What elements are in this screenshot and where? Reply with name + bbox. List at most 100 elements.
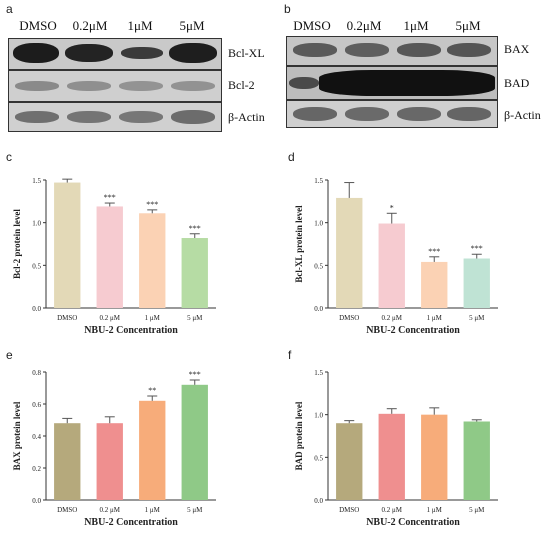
band-label-bad: BAD — [504, 76, 530, 90]
y-tick-label: 1.5 — [32, 177, 41, 185]
bar — [463, 258, 490, 308]
lane-label-0-2um: 0.2μM — [346, 18, 382, 33]
panel-letter-b: b — [284, 2, 291, 16]
significance-label: *** — [428, 247, 440, 256]
chart-bcl-2: 0.0 0.5 1.0 1.5 Bcl-2 protein level DMSO *** 0.… — [12, 177, 216, 336]
lane-label-5um: 5μM — [455, 18, 481, 33]
band — [293, 107, 337, 121]
x-tick-label: 5 μM — [187, 506, 203, 514]
y-axis-label: BAX protein level — [12, 401, 22, 470]
band — [345, 43, 389, 57]
bar — [378, 413, 405, 500]
band — [293, 43, 337, 57]
band — [67, 81, 111, 91]
x-axis-label: NBU-2 Concentration — [84, 517, 178, 528]
bar — [336, 197, 363, 308]
y-tick-label: 1.0 — [314, 220, 323, 228]
band — [171, 81, 215, 91]
lane-label-dmso: DMSO — [293, 18, 331, 33]
y-tick-label: 0.5 — [314, 262, 323, 270]
blot-strip-bax — [286, 36, 498, 66]
y-axis-label: BAD protein level — [294, 401, 304, 470]
y-tick-label: 1.5 — [314, 177, 323, 185]
band — [15, 81, 59, 91]
blot-strip-bad — [286, 66, 498, 100]
band-label-bcl-2: Bcl-2 — [228, 78, 255, 92]
bar — [181, 384, 208, 500]
band — [447, 107, 491, 121]
panel-letter-e: e — [6, 348, 13, 362]
y-tick-label: 0.0 — [32, 305, 41, 313]
x-tick-label: DMSO — [339, 314, 359, 322]
x-tick-label: 0.2 μM — [100, 314, 121, 322]
y-tick-label: 0.5 — [32, 262, 41, 270]
lane-label-1um: 1μM — [127, 18, 153, 33]
bar — [336, 423, 363, 500]
band — [169, 43, 217, 63]
y-tick-label: 0.0 — [314, 497, 323, 505]
band — [67, 111, 111, 123]
bar — [96, 423, 123, 500]
x-tick-label: 1 μM — [427, 314, 443, 322]
bar — [54, 423, 81, 500]
panel-letter-c: c — [6, 150, 12, 164]
panel-letter-f: f — [288, 348, 292, 362]
x-tick-label: DMSO — [339, 506, 359, 514]
band-label-beta-actin-b: β-Actin — [504, 108, 541, 122]
x-tick-label: 1 μM — [145, 506, 161, 514]
y-axis-label: Bcl-XL protein level — [294, 205, 304, 283]
y-tick-label: 1.0 — [314, 412, 323, 420]
bar — [54, 182, 81, 308]
x-tick-label: DMSO — [57, 506, 77, 514]
y-tick-label: 0.0 — [32, 497, 41, 505]
band — [119, 111, 163, 123]
x-tick-label: DMSO — [57, 314, 77, 322]
significance-label: * — [390, 203, 394, 212]
y-tick-label: 0.4 — [32, 433, 41, 441]
chart-bcl-xl: 0.0 0.5 1.0 1.5 Bcl-XL protein level DMSO * 0.2… — [294, 177, 498, 336]
band — [171, 110, 215, 124]
bar — [421, 414, 448, 500]
bar — [139, 400, 166, 500]
lane-label-1um: 1μM — [403, 18, 429, 33]
x-tick-label: 5 μM — [469, 506, 485, 514]
lane-label-0-2um: 0.2μM — [72, 18, 108, 33]
bar — [463, 421, 490, 500]
x-tick-label: 5 μM — [469, 314, 485, 322]
significance-label: *** — [189, 370, 201, 379]
blot-strip-beta-actin-b — [286, 100, 498, 128]
y-tick-label: 0.0 — [314, 305, 323, 313]
significance-label: *** — [189, 224, 201, 233]
band-label-beta-actin-a: β-Actin — [228, 110, 265, 124]
y-tick-label: 0.5 — [314, 454, 323, 462]
panel-letter-d: d — [288, 150, 295, 164]
band — [397, 107, 441, 121]
bar — [421, 261, 448, 308]
band — [447, 43, 491, 57]
lane-label-5um: 5μM — [179, 18, 205, 33]
blot-strip-bcl-2 — [8, 70, 222, 102]
lane-label-dmso: DMSO — [19, 18, 57, 33]
x-tick-label: 0.2 μM — [100, 506, 121, 514]
band — [65, 44, 113, 62]
x-axis-label: NBU-2 Concentration — [84, 325, 178, 336]
x-tick-label: 5 μM — [187, 314, 203, 322]
significance-label: *** — [104, 193, 116, 202]
panel-letter-a: a — [6, 2, 13, 16]
band — [119, 81, 163, 91]
band — [345, 107, 389, 121]
y-tick-label: 0.2 — [32, 465, 41, 473]
band — [13, 43, 59, 63]
band — [289, 77, 319, 89]
x-axis-label: NBU-2 Concentration — [366, 325, 460, 336]
chart-bad: 0.0 0.5 1.0 1.5 BAD protein level DMSO 0.2 μM 1… — [294, 369, 498, 528]
y-tick-label: 0.6 — [32, 401, 41, 409]
significance-label: ** — [148, 386, 156, 395]
significance-label: *** — [146, 200, 158, 209]
band — [397, 43, 441, 57]
x-tick-label: 1 μM — [145, 314, 161, 322]
y-tick-label: 1.0 — [32, 220, 41, 228]
x-tick-label: 0.2 μM — [382, 314, 403, 322]
chart-bax: 0.0 0.2 0.4 0.6 0.8 BAX protein level DMSO 0.2 … — [12, 369, 216, 528]
bar — [139, 213, 166, 308]
